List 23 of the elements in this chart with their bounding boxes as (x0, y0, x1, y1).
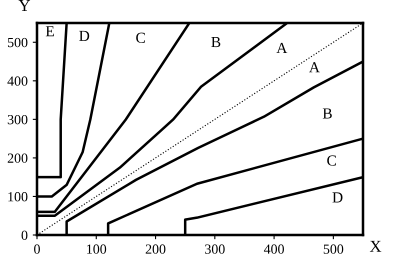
x-tick-label: 0 (34, 244, 40, 254)
y-axis-title: Y (18, 0, 30, 11)
x-axis-title: X (370, 240, 382, 252)
annotation: A (276, 42, 288, 53)
y-tick-label: 400 (7, 76, 28, 86)
x-tick-label: 300 (205, 244, 225, 254)
annotation: E (46, 26, 54, 36)
y-tick-label: 100 (8, 192, 28, 202)
y-tick-label: 300 (8, 114, 28, 124)
annotation: B (322, 108, 332, 119)
annotation: D (332, 192, 342, 202)
y-tick-label: 500 (8, 38, 28, 48)
y-tick-label: 0 (22, 230, 28, 240)
y-tick-label: 200 (8, 153, 28, 163)
x-tick-label: 500 (324, 244, 344, 254)
annotation: A (309, 62, 320, 72)
x-tick-label: 200 (146, 244, 166, 254)
x-tick-label: 400 (264, 244, 284, 254)
annotation: B (211, 37, 220, 48)
annotation: C (327, 155, 336, 166)
x-tick-label: 100 (87, 244, 106, 254)
annotation: D (79, 30, 90, 41)
annotation: C (136, 32, 145, 43)
